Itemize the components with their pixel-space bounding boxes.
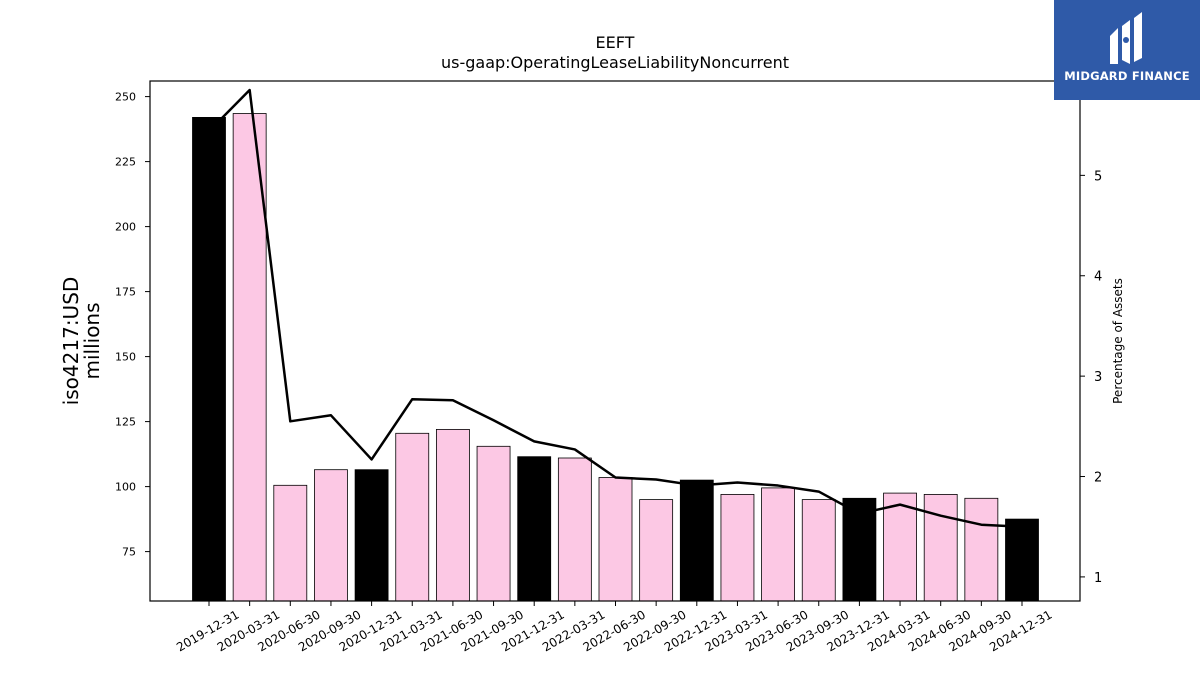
y-tick-label: 175 — [115, 286, 136, 299]
bar-2019-12-31 — [192, 117, 226, 602]
bar-2022-09-30 — [639, 499, 674, 602]
y-tick-label: 225 — [115, 156, 136, 169]
brand-logo: MIDGARD FINANCE — [1054, 0, 1200, 100]
y2-tick-label: 2 — [1094, 471, 1102, 486]
bars-group — [192, 113, 1039, 602]
y-tick-label: 150 — [115, 351, 136, 364]
y-tick-label: 250 — [115, 91, 136, 104]
y2-tick-label: 3 — [1094, 370, 1102, 385]
y2-tick-label: 5 — [1094, 169, 1102, 184]
bar-2021-09-30 — [476, 445, 511, 602]
y2-tick-label: 1 — [1094, 571, 1102, 586]
bar-2022-03-31 — [557, 457, 592, 602]
bar-2020-03-31 — [232, 113, 267, 602]
bar-2024-09-30 — [964, 497, 999, 602]
bar-2024-03-31 — [883, 492, 917, 602]
y-axis: 75 100 125 150 175 200 225 250 — [115, 91, 150, 559]
chart-title: EEFT — [596, 33, 635, 52]
y-axis-label-line1: iso4217:USD — [59, 277, 83, 406]
logo-text: MIDGARD FINANCE — [1064, 69, 1190, 83]
x-axis: 2019-12-312020-03-312020-06-302020-09-30… — [174, 601, 1055, 654]
bar-2022-06-30 — [598, 477, 633, 602]
logo-mark-icon — [1110, 12, 1142, 64]
bar-2023-06-30 — [761, 487, 795, 602]
bar-2024-12-31 — [1005, 518, 1039, 602]
y-tick-label: 100 — [115, 481, 136, 494]
bar-2020-09-30 — [314, 469, 348, 602]
y-tick-label: 75 — [122, 546, 136, 559]
bar-2023-12-31 — [842, 497, 877, 602]
y2-axis: 1 2 3 4 5 — [1080, 169, 1102, 586]
y-tick-label: 125 — [115, 416, 136, 429]
bar-2020-06-30 — [273, 484, 308, 602]
bar-2023-03-31 — [720, 493, 755, 602]
line-group — [208, 88, 1023, 528]
bar-2020-12-31 — [354, 469, 389, 602]
bar-2021-03-31 — [395, 432, 430, 602]
chart-subtitle: us-gaap:OperatingLeaseLiabilityNoncurren… — [441, 53, 789, 72]
bar-2023-09-30 — [801, 499, 836, 602]
y-axis-label-line2: millions — [80, 302, 104, 379]
bar-2024-06-30 — [923, 493, 958, 602]
y-tick-label: 200 — [115, 221, 136, 234]
bar-2021-12-31 — [517, 456, 552, 602]
bar-2022-12-31 — [679, 479, 714, 602]
percentage-line — [208, 88, 1023, 528]
y2-tick-label: 4 — [1094, 270, 1102, 285]
bar-2021-06-30 — [435, 428, 470, 602]
y2-axis-label: Percentage of Assets — [1111, 278, 1125, 404]
